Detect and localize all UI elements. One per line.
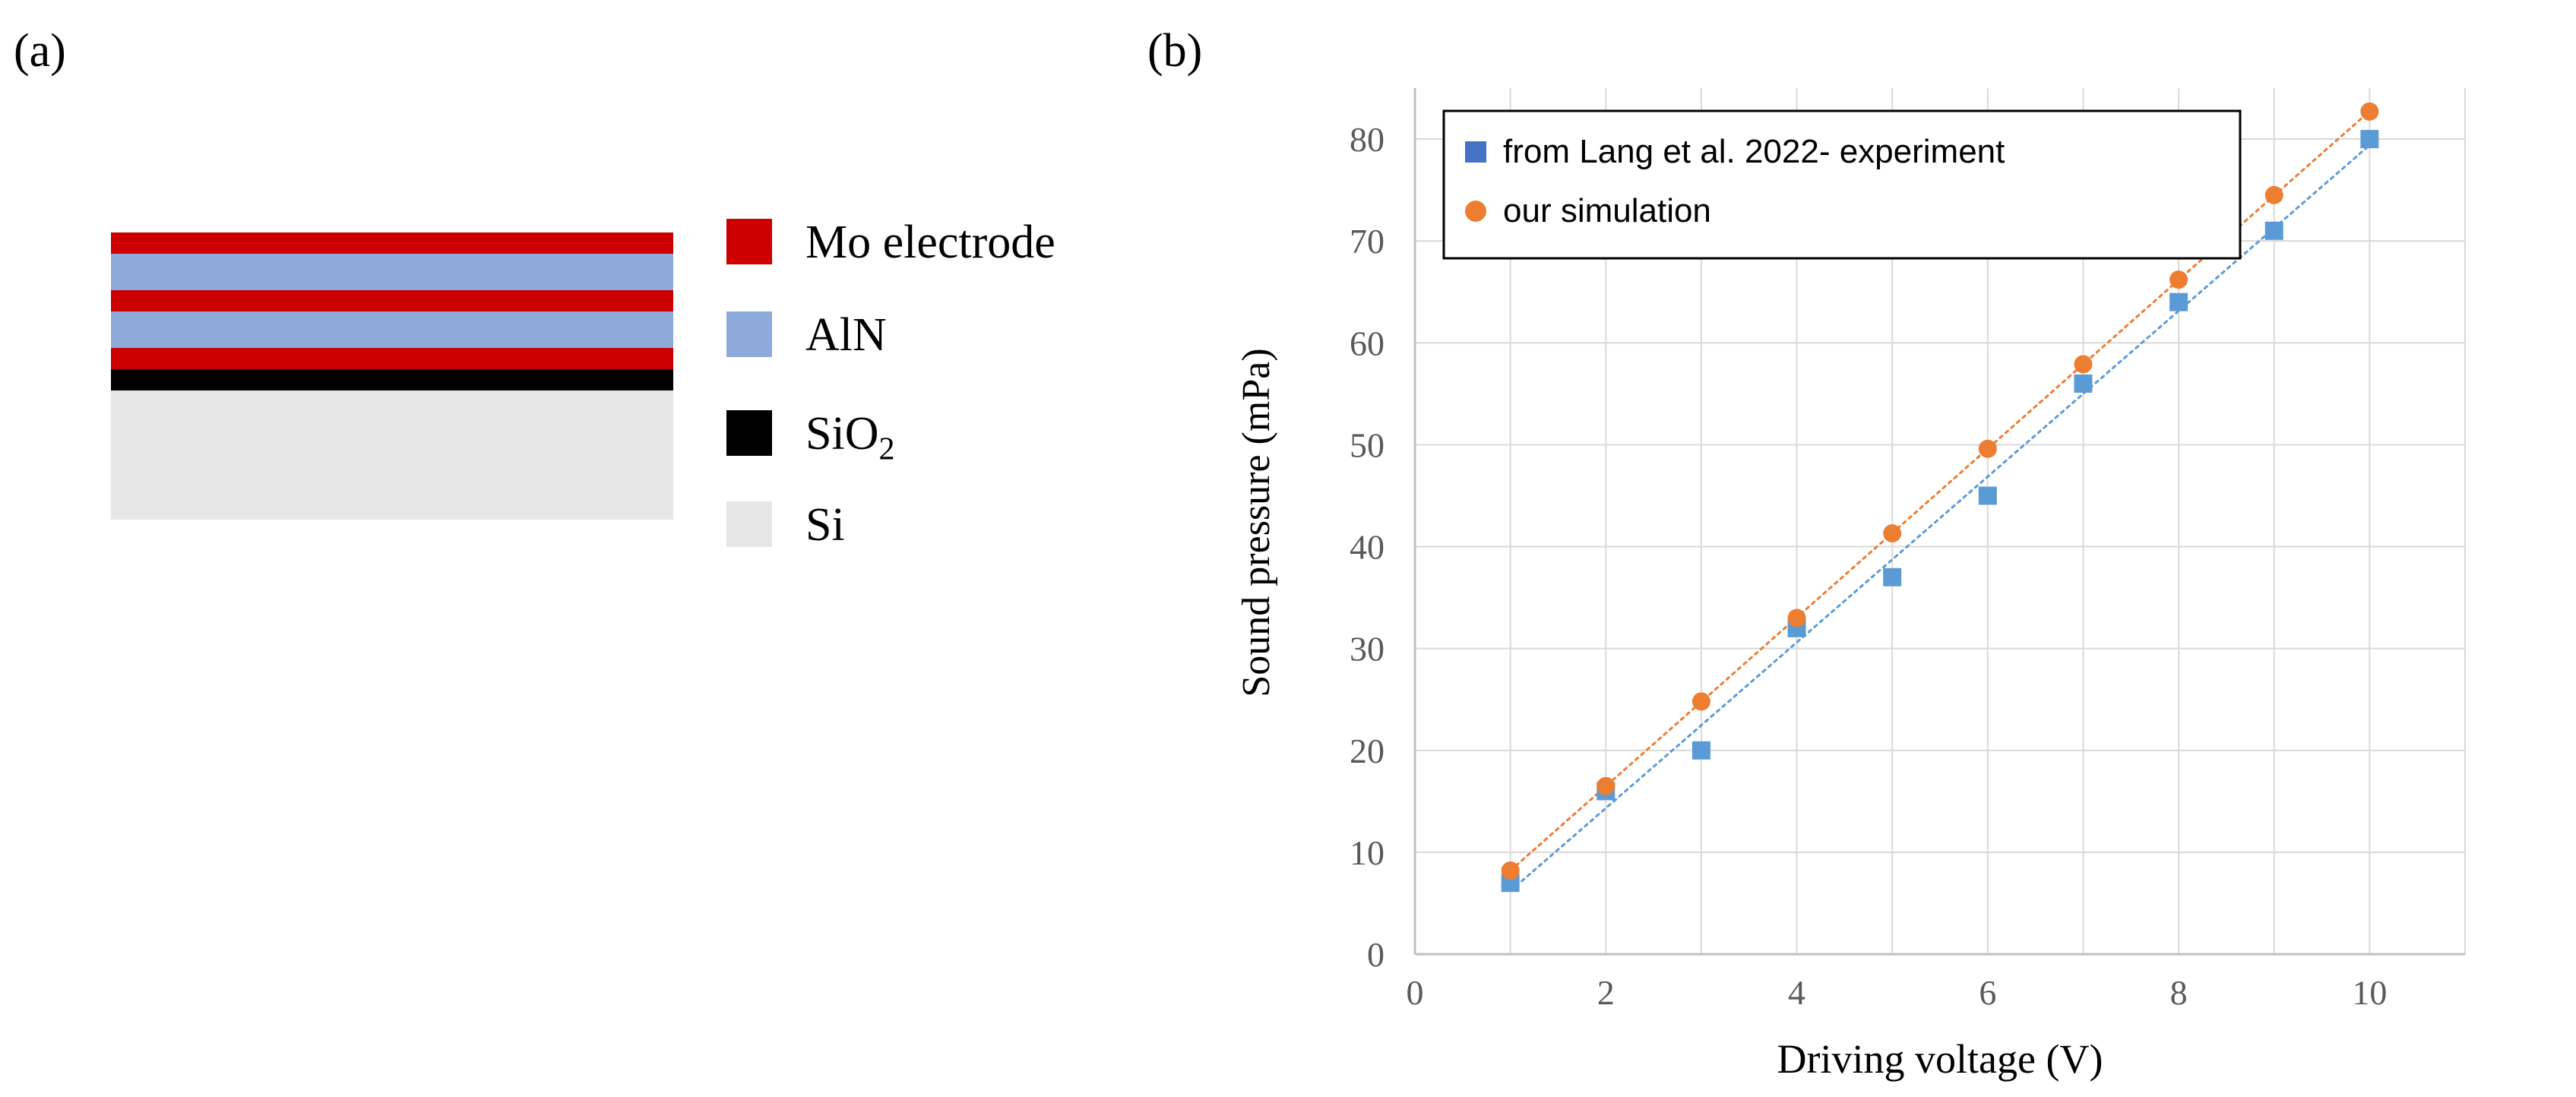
data-point-simulation [2074,355,2093,374]
marker-layer [1501,102,2379,893]
layer-mo-top [111,232,673,254]
data-point-simulation [2360,102,2379,121]
x-tick-label: 0 [1407,973,1424,1012]
legend-label-experiment: from Lang et al. 2022- experiment [1503,133,2005,170]
data-point-experiment [2169,292,2188,311]
legend-frame [1442,109,2242,260]
y-tick-label: 0 [1367,935,1385,974]
data-point-experiment [1691,741,1710,760]
data-point-simulation [1691,692,1710,711]
x-tick-label: 10 [2352,973,2387,1012]
tick-label-layer: 0 2 4 6 8 10 0 10 20 30 40 50 60 70 80 [1350,120,2387,1012]
layer-aln-top [111,254,673,290]
trendline-experiment [1509,144,2371,893]
legend-label-sio2-main: SiO [805,408,879,460]
trendline-simulation [1509,109,2371,872]
layer-sio2 [111,369,673,390]
x-tick-label: 6 [1979,973,1996,1012]
legend-label-aln: AlN [805,309,887,361]
panel-b-label: (b) [1147,25,1203,77]
x-tick-label: 8 [2170,973,2188,1012]
data-point-experiment [1883,567,1902,586]
y-tick-label: 20 [1350,732,1385,770]
legend-swatch-si [726,501,772,547]
legend-label-sio2-sub: 2 [878,432,895,467]
panel-a-label: (a) [14,25,66,77]
y-axis-label: Sound pressure (mPa) [1235,348,1278,697]
legend-label-simulation: our simulation [1503,192,1711,229]
data-point-experiment [1978,486,1997,505]
chart-legend: from Lang et al. 2022- experiment our si… [1442,109,2242,260]
data-point-experiment [2360,130,2379,149]
data-point-simulation [1597,776,1616,795]
y-tick-label: 30 [1350,630,1385,669]
data-point-simulation [1978,439,1997,458]
data-point-simulation [1883,524,1902,543]
data-point-simulation [2169,270,2188,289]
layer-mo-middle [111,290,673,311]
layer-aln-bottom [111,311,673,348]
y-tick-label: 70 [1350,222,1385,261]
y-tick-label: 60 [1350,324,1385,362]
data-point-experiment [2074,374,2093,393]
x-tick-label: 4 [1788,973,1805,1012]
x-tick-label: 2 [1597,973,1615,1012]
data-point-simulation [2264,185,2283,204]
axis-layer [1413,88,2465,956]
legend-swatch-aln [726,311,772,357]
legend-swatch-mo [726,219,772,264]
legend-marker-simulation [1465,201,1486,222]
legend-label-mo: Mo electrode [805,217,1055,268]
y-tick-label: 80 [1350,120,1385,159]
x-axis-label: Driving voltage (V) [1777,1036,2103,1082]
legend-marker-experiment [1465,141,1486,163]
data-point-simulation [1787,609,1806,628]
y-tick-label: 50 [1350,425,1385,464]
data-point-experiment [2264,221,2283,240]
trendline-layer [1509,109,2371,893]
layer-si [111,390,673,520]
y-tick-label: 10 [1350,833,1385,872]
legend-label-si: Si [805,499,845,551]
legend-swatch-sio2 [726,410,772,456]
y-tick-label: 40 [1350,528,1385,567]
layer-mo-bottom [111,348,673,369]
legend-label-sio2: SiO2 [805,410,894,465]
data-point-simulation [1501,861,1520,880]
